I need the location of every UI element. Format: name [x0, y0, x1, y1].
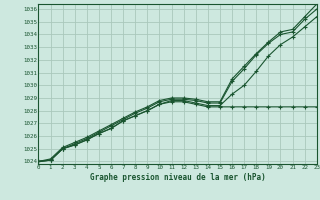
X-axis label: Graphe pression niveau de la mer (hPa): Graphe pression niveau de la mer (hPa)	[90, 173, 266, 182]
